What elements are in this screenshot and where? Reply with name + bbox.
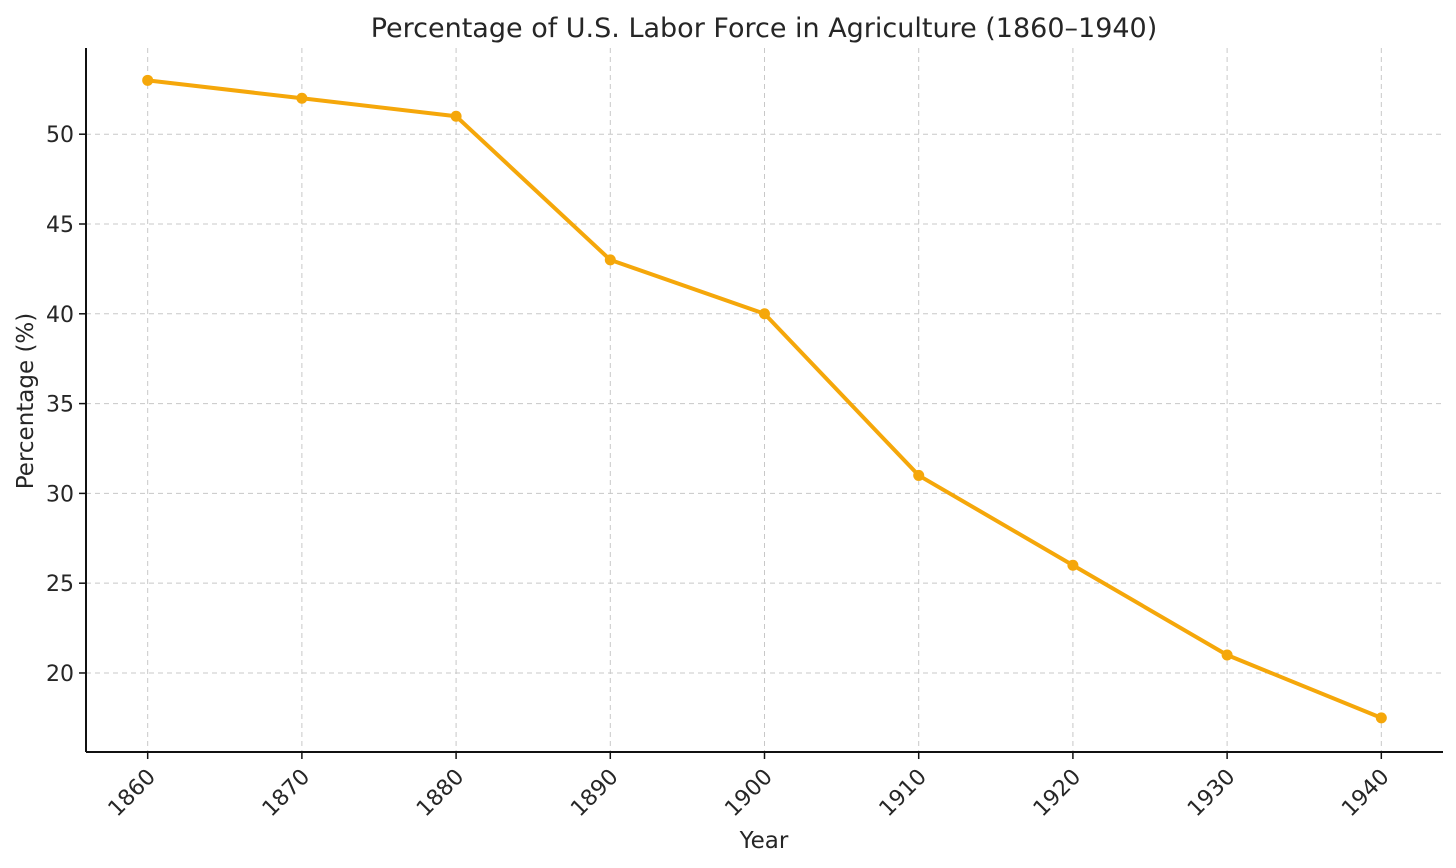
x-tick-label: 1860 [104,765,161,822]
x-tick-label: 1910 [875,765,932,822]
data-point [1067,559,1079,571]
y-tick-label: 25 [46,572,74,597]
data-point [1221,649,1233,661]
data-point [604,254,616,266]
data-point [142,74,154,86]
data-point [296,92,308,104]
y-tick-label: 40 [46,303,74,328]
y-tick-label: 35 [46,393,74,418]
data-point [450,110,462,122]
x-tick-label: 1940 [1337,765,1394,822]
x-tick-label: 1870 [258,765,315,822]
data-point [913,469,925,481]
data-point [759,308,770,320]
y-tick-label: 50 [46,123,74,148]
x-tick-label: 1900 [720,765,777,822]
x-tick-label: 1890 [566,765,623,822]
x-tick-label: 1930 [1183,765,1240,822]
x-tick-label: 1920 [1029,765,1086,822]
data-point [1375,712,1387,724]
x-tick-label: 1880 [412,765,469,822]
grid [86,48,1443,752]
series [142,74,1387,724]
ticks: 1860 1870 1880 1890 1900 1910 1920 1930 1940 20 25… [46,123,1395,822]
y-tick-label: 20 [46,662,74,687]
x-axis-title: Year [739,828,789,854]
y-tick-label: 45 [46,213,74,238]
chart-title: Percentage of U.S. Labor Force in Agricu… [371,13,1158,44]
y-axis-title: Percentage (%) [13,313,39,490]
y-tick-label: 30 [46,482,74,507]
